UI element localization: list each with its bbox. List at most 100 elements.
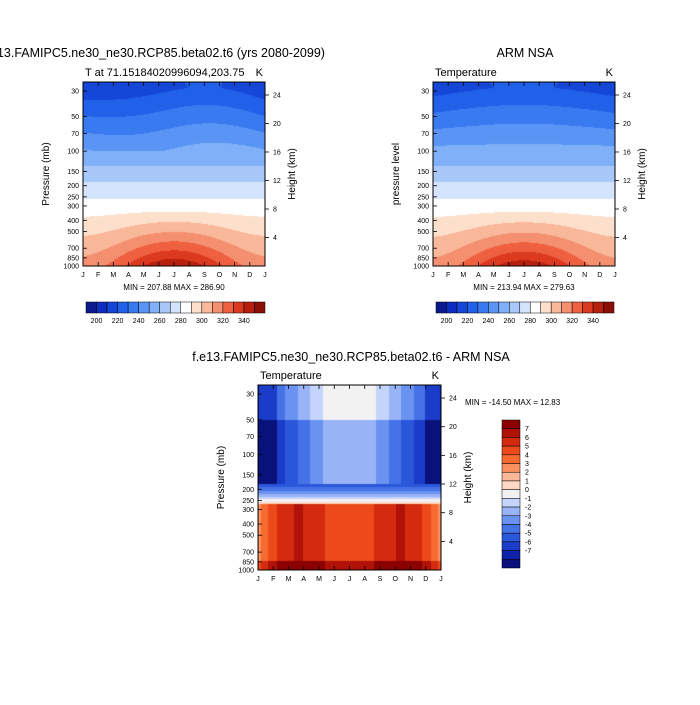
x-tick-label: J	[431, 272, 435, 279]
x-tick-label: J	[256, 576, 260, 583]
units-label: K	[606, 67, 614, 79]
colorbar-label: 6	[525, 435, 529, 442]
x-tick-label: D	[423, 576, 428, 583]
min-max-stats: MIN = -14.50 MAX = 12.83	[465, 398, 561, 407]
colorbar: 200 220 240 260 280 300 320 340	[85, 301, 266, 325]
colorbar-label: 200	[91, 318, 103, 325]
colorbar-box	[550, 301, 562, 314]
x-tick-label: O	[217, 272, 223, 279]
y-right-tick-label: 8	[623, 206, 627, 213]
colorbar-box	[582, 301, 594, 314]
colorbar-box	[148, 301, 160, 314]
colorbar-box	[159, 301, 171, 314]
colorbar-box	[501, 454, 521, 464]
y-right-tick-label: 16	[623, 149, 631, 156]
colorbar-label: 260	[154, 318, 166, 325]
colorbar-box	[519, 301, 531, 314]
colorbar-label: 300	[545, 318, 557, 325]
colorbar-label: 1	[525, 478, 529, 485]
y-right-tick-label: 4	[273, 235, 277, 242]
colorbar-label: -1	[525, 496, 531, 503]
x-tick-label: O	[567, 272, 573, 279]
x-tick-label: J	[157, 272, 161, 279]
chart-panel-1: f.e13.FAMIPC5.ne30_ne30.RCP85.beta02.t6 …	[0, 46, 325, 325]
colorbar-box	[603, 301, 615, 314]
colorbar-box	[467, 301, 479, 314]
x-tick-label: A	[126, 272, 131, 279]
x-tick-label: S	[552, 272, 557, 279]
colorbar-box	[501, 437, 521, 447]
y-tick-label: 30	[421, 89, 429, 96]
y-right-tick-label: 20	[273, 121, 281, 128]
colorbar-box	[488, 301, 500, 314]
colorbar: 7 6 54 3 21 0 -1 -2-3 -4 -5-6 -7	[501, 419, 531, 569]
y-tick-label: 1000	[238, 568, 254, 575]
x-tick-label: D	[597, 272, 602, 279]
heatmap-field	[83, 82, 265, 266]
colorbar-label: 260	[503, 318, 515, 325]
y-right-tick-label: 24	[449, 396, 457, 403]
x-tick-label: A	[301, 576, 306, 583]
x-tick-label: M	[110, 272, 116, 279]
chart-title: f.e13.FAMIPC5.ne30_ne30.RCP85.beta02.t6 …	[0, 46, 325, 60]
x-tick-label: M	[316, 576, 322, 583]
colorbar-box	[501, 471, 521, 482]
x-tick-label: M	[491, 272, 497, 279]
colorbar-label: 240	[483, 318, 495, 325]
y-tick-label: 700	[242, 550, 254, 557]
colorbar-box	[501, 532, 521, 543]
y-tick-label: 300	[242, 507, 254, 514]
colorbar-box	[201, 301, 213, 314]
colorbar-box	[96, 301, 108, 314]
y-right-tick-label: 16	[273, 149, 281, 156]
colorbar-box	[169, 301, 182, 314]
colorbar-label: 7	[525, 426, 529, 433]
x-tick-label: J	[333, 576, 337, 583]
y-right-tick-label: 12	[449, 482, 457, 489]
y-tick-label: 400	[417, 218, 429, 225]
colorbar-box	[501, 506, 521, 517]
colorbar-box	[540, 301, 552, 314]
y-tick-label: 250	[417, 194, 429, 201]
colorbar-box	[501, 515, 521, 525]
x-tick-label: M	[460, 272, 466, 279]
colorbar-box	[127, 301, 139, 314]
colorbar-label: -2	[525, 505, 531, 512]
y-tick-label: 200	[242, 487, 254, 494]
colorbar-box	[501, 428, 521, 438]
y-right-tick-label: 16	[449, 453, 457, 460]
x-tick-label: J	[263, 272, 267, 279]
y-tick-label: 150	[417, 169, 429, 176]
colorbar-label: 2	[525, 470, 529, 477]
x-tick-label: O	[393, 576, 399, 583]
colorbar-box	[501, 524, 521, 534]
colorbar-label: 340	[238, 318, 250, 325]
y-tick-label: 300	[417, 203, 429, 210]
colorbar-label: -6	[525, 539, 531, 546]
y-tick-label: 400	[242, 522, 254, 529]
units-label: K	[256, 67, 264, 79]
y-right-tick-label: 8	[449, 510, 453, 517]
y-right-tick-label: 24	[273, 92, 281, 99]
y-tick-label: 30	[71, 89, 79, 96]
y-axis-title: Pressure (mb)	[216, 446, 227, 509]
y-tick-label: 150	[242, 472, 254, 479]
y-tick-label: 500	[242, 533, 254, 540]
colorbar-label: 280	[175, 318, 187, 325]
x-tick-label: F	[446, 272, 450, 279]
x-tick-label: J	[81, 272, 85, 279]
y-right-tick-label: 20	[623, 121, 631, 128]
min-max-stats: MIN = 207.88 MAX = 286.90	[123, 283, 225, 292]
y-tick-label: 500	[417, 229, 429, 236]
y-tick-label: 250	[67, 194, 79, 201]
x-tick-label: J	[172, 272, 176, 279]
y-right-axis-title: Height (km)	[287, 148, 298, 200]
y-tick-label: 300	[67, 203, 79, 210]
colorbar-box	[561, 301, 573, 314]
colorbar-label: 300	[196, 318, 208, 325]
colorbar-box	[477, 301, 489, 314]
x-tick-label: M	[286, 576, 292, 583]
colorbar-box	[212, 301, 224, 314]
y-right-axis-title: Height (km)	[463, 452, 474, 504]
